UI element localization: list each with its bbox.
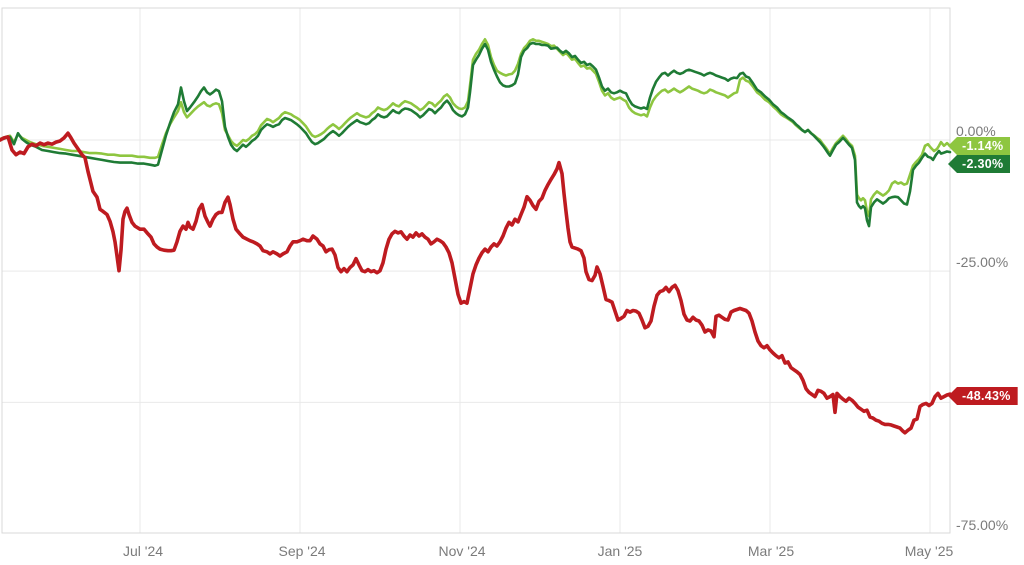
series-dark-green-line	[0, 41, 952, 228]
y-axis-label: 0.00%	[956, 123, 996, 139]
x-axis-label: Mar '25	[747, 543, 795, 559]
plot-frame	[1, 7, 951, 534]
series-red-line	[0, 131, 952, 435]
series-light-green-value-badge: -1.14%	[948, 137, 1011, 155]
series-light-green-line	[0, 37, 952, 218]
x-axis-label: May '25	[904, 543, 954, 559]
x-axis-label: Sep '24	[278, 543, 326, 559]
price-axis[interactable]	[952, 0, 1024, 565]
series-red-value-badge: -48.43%	[948, 387, 1018, 405]
x-axis-label: Nov '24	[438, 543, 486, 559]
x-axis-label: Jul '24	[122, 543, 164, 559]
y-axis-label: -75.00%	[956, 516, 1009, 533]
series-dark-green-value-badge: -2.30%	[948, 155, 1011, 173]
y-axis-label: -25.00%	[956, 254, 1009, 271]
x-axis-label: Jan '25	[597, 543, 643, 559]
